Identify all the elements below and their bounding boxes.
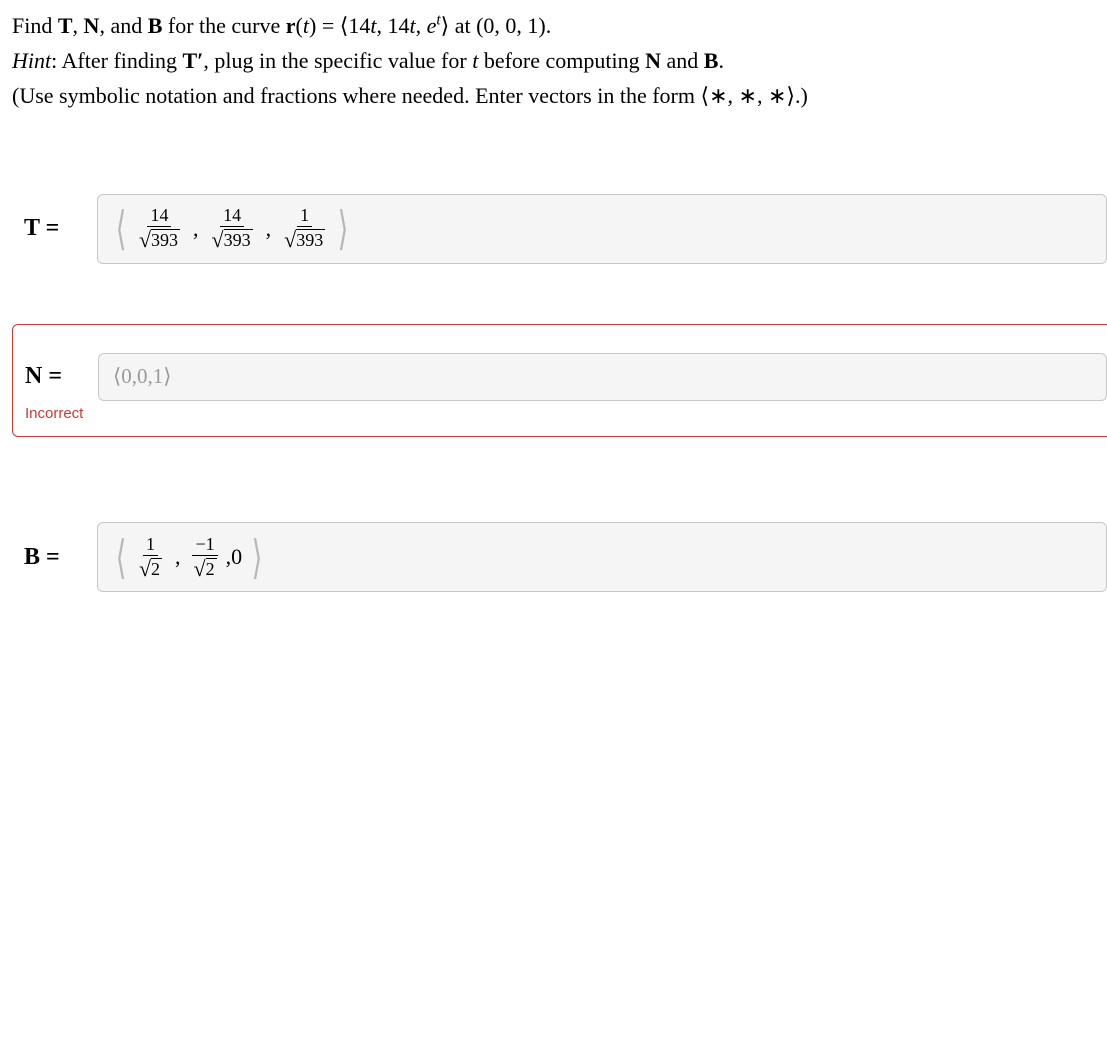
fraction: −1 √2 <box>191 535 220 580</box>
answer-N-label: N = <box>25 363 80 390</box>
answer-N-input[interactable]: ⟨0,0,1⟩ <box>98 353 1107 401</box>
open-bracket-icon: ⟨ <box>116 217 127 240</box>
open-bracket-icon: ⟨ <box>116 546 127 569</box>
answer-N-container: N = ⟨0,0,1⟩ Incorrect <box>12 324 1107 437</box>
question-line-1: Find T, N, and B for the curve r(t) = ⟨1… <box>12 8 1107 43</box>
fraction: 14 √393 <box>136 206 183 251</box>
fraction: 1 √393 <box>281 206 328 251</box>
fraction: 14 √393 <box>209 206 256 251</box>
close-bracket-icon: ⟩ <box>252 546 263 569</box>
answer-T-input[interactable]: ⟨ 14 √393 , 14 √393 , 1 √393 ⟩ <box>97 194 1107 264</box>
close-bracket-icon: ⟩ <box>338 217 349 240</box>
question-line-3: (Use symbolic notation and fractions whe… <box>12 78 1107 113</box>
incorrect-label: Incorrect <box>13 405 1107 422</box>
answer-T-container: T = ⟨ 14 √393 , 14 √393 , 1 √393 ⟩ <box>12 194 1107 264</box>
fraction: 1 √2 <box>136 535 165 580</box>
question-line-2: Hint: After finding T′, plug in the spec… <box>12 43 1107 78</box>
answer-T-label: T = <box>24 215 79 242</box>
answer-B-input[interactable]: ⟨ 1 √2 , −1 √2 ,0 ⟩ <box>97 522 1107 592</box>
answer-B-label: B = <box>24 544 79 571</box>
question-text: Find T, N, and B for the curve r(t) = ⟨1… <box>12 8 1107 114</box>
answer-B-container: B = ⟨ 1 √2 , −1 √2 ,0 ⟩ <box>12 522 1107 592</box>
incorrect-frame: N = ⟨0,0,1⟩ Incorrect <box>12 324 1107 437</box>
